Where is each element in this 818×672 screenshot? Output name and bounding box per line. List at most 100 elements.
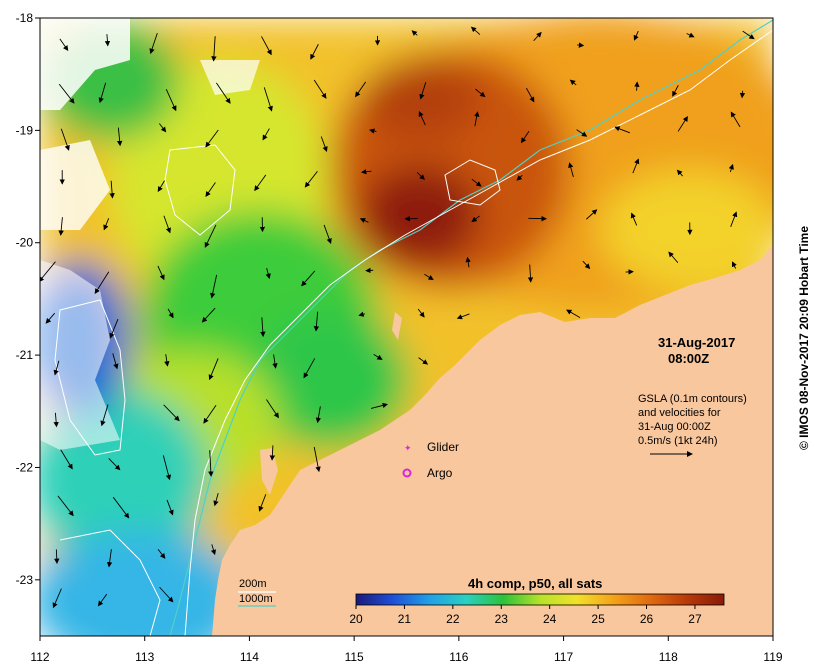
y-tick-label: -21: [16, 348, 34, 362]
velocity-arrow: [516, 174, 523, 181]
velocity-arrow: [201, 307, 216, 323]
land-mass: [212, 245, 773, 636]
velocity-arrow: [359, 218, 369, 224]
velocity-arrow: [369, 128, 377, 134]
colorbar-tick-label: 22: [446, 612, 460, 626]
velocity-arrow: [569, 79, 577, 86]
colorbar-ticks: 20 21 22 23 24 25 26 27: [349, 605, 702, 626]
y-tick-label: -20: [16, 236, 34, 250]
plot-area: [40, 18, 773, 636]
velocity-arrow: [416, 172, 425, 180]
velocity-arrow: [582, 260, 591, 270]
info-line-1: GSLA (0.1m contours): [638, 393, 747, 405]
velocity-arrow: [211, 36, 217, 62]
velocity-arrow: [313, 311, 320, 332]
velocity-arrow: [634, 81, 640, 91]
glider-label: Glider: [427, 440, 459, 454]
velocity-arrow: [60, 449, 73, 470]
gsla-contour-b: [444, 159, 501, 206]
info-line-2: and velocities for: [638, 407, 721, 419]
gsla-contour-c: [54, 299, 126, 456]
velocity-arrow: [164, 354, 170, 367]
gsla-contour-d: [59, 529, 161, 636]
velocity-arrow: [100, 404, 109, 427]
velocity-arrow: [310, 44, 319, 60]
velocity-arrow: [157, 549, 166, 559]
velocity-arrow: [97, 593, 108, 607]
velocity-arrow: [672, 85, 679, 97]
glider-marker-icon: ✦: [404, 443, 412, 453]
velocity-arrow: [418, 357, 429, 365]
velocity-arrow: [313, 79, 327, 99]
velocity-arrow: [370, 402, 388, 409]
velocity-arrow: [205, 129, 219, 148]
contour-200m-label: 200m: [239, 578, 267, 590]
y-tick-label: -22: [16, 460, 34, 474]
info-line-3: 31-Aug 00:00Z: [638, 421, 711, 433]
velocity-arrow: [677, 115, 688, 132]
velocity-arrow: [471, 215, 480, 223]
colorbar: [355, 593, 725, 606]
velocity-arrow: [149, 33, 158, 55]
velocity-arrow: [210, 274, 218, 299]
velocity-arrow: [112, 496, 130, 519]
colorbar-tick-label: 25: [591, 612, 605, 626]
velocity-arrow: [730, 211, 738, 227]
velocity-arrow: [419, 82, 427, 100]
velocity-arrow: [527, 264, 534, 283]
velocity-arrow: [54, 549, 60, 565]
velocity-arrow: [104, 34, 111, 47]
velocity-arrow: [208, 358, 219, 381]
velocity-arrow: [52, 588, 62, 609]
velocity-arrow: [315, 406, 322, 424]
velocity-arrow: [266, 399, 279, 419]
velocity-arrow: [730, 111, 741, 128]
velocity-arrow: [676, 169, 683, 177]
velocity-arrow: [260, 317, 266, 338]
velocity-arrow: [633, 30, 639, 41]
velocity-arrow: [109, 180, 115, 199]
map-date: 31-Aug-2017: [658, 335, 735, 350]
velocity-arrow: [204, 224, 217, 248]
velocity-arrow: [585, 209, 598, 220]
velocity-arrow: [566, 309, 581, 319]
velocity-arrow: [424, 273, 434, 281]
velocity-arrow: [668, 251, 679, 264]
x-tick-label: 116: [449, 650, 468, 664]
velocity-arrows: [40, 26, 755, 609]
velocity-arrow: [533, 31, 542, 41]
island-small: [392, 312, 402, 340]
velocity-arrow: [263, 87, 273, 112]
velocity-arrow: [109, 318, 119, 339]
argo-label: Argo: [427, 466, 453, 480]
velocity-arrow: [520, 131, 530, 144]
velocity-arrow: [525, 87, 535, 103]
colorbar-tick-label: 21: [398, 612, 412, 626]
contour-1000m: [169, 19, 773, 636]
velocity-arrow: [742, 30, 755, 40]
velocity-arrow: [203, 404, 217, 424]
x-tick-label: 115: [345, 650, 364, 664]
velocity-arrow: [103, 218, 110, 231]
velocity-arrow: [210, 544, 217, 556]
velocity-arrow: [417, 308, 425, 318]
colorbar-tick-label: 27: [688, 612, 702, 626]
velocity-arrow: [301, 270, 316, 287]
velocity-arrow: [59, 38, 69, 52]
contour-200m: [184, 29, 773, 636]
velocity-arrow: [254, 174, 267, 192]
velocity-arrow: [213, 493, 219, 507]
velocity-arrow: [157, 180, 165, 192]
velocity-arrow: [355, 81, 367, 98]
velocity-arrow: [411, 30, 418, 36]
x-tick-label: 113: [135, 650, 154, 664]
y-tick-label: -23: [16, 573, 34, 587]
y-tick-label: -19: [16, 123, 34, 137]
colorbar-tick-label: 23: [495, 612, 509, 626]
velocity-arrow: [58, 83, 75, 104]
colorbar-tick-label: 20: [349, 612, 363, 626]
contour-1000m-label: 1000m: [239, 593, 273, 605]
credit-container: © IMOS 08-Nov-2017 20:09 Hobart Time: [794, 18, 814, 658]
velocity-arrow: [258, 494, 267, 512]
velocity-arrow: [157, 265, 165, 281]
